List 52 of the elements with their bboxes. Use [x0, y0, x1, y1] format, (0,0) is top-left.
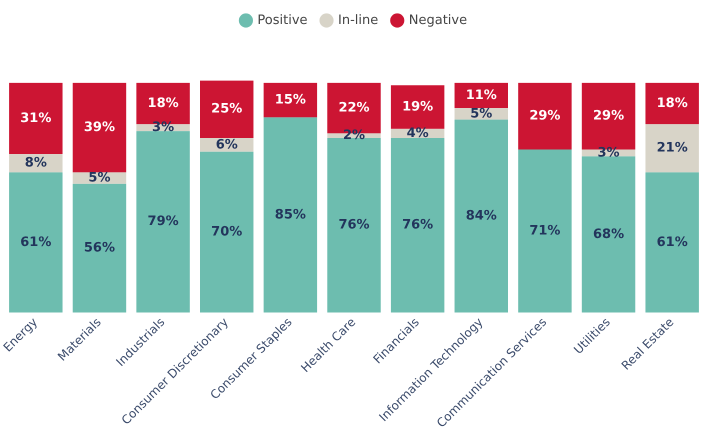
legend-label: Positive	[257, 12, 308, 28]
bar	[327, 138, 381, 312]
data-label: 8%	[24, 156, 47, 171]
legend-label: In-line	[338, 12, 378, 28]
data-label: 61%	[656, 234, 688, 250]
data-label: 25%	[211, 102, 242, 117]
bar	[200, 80, 254, 138]
data-label: 3%	[152, 120, 174, 136]
data-label: 5%	[88, 170, 110, 186]
bar	[645, 172, 699, 312]
data-label: 11%	[466, 88, 497, 103]
bar	[264, 82, 318, 118]
data-label: 79%	[148, 214, 179, 230]
data-label: 18%	[656, 96, 688, 111]
data-label: 39%	[84, 120, 116, 136]
bar	[390, 85, 444, 129]
data-label: 19%	[402, 99, 434, 114]
data-label: 6%	[216, 137, 238, 152]
data-label: 76%	[338, 218, 370, 233]
legend-label: Negative	[408, 12, 468, 28]
bar	[72, 82, 126, 172]
data-label: 31%	[20, 110, 52, 126]
bar	[645, 124, 699, 172]
data-label: 61%	[20, 234, 52, 250]
data-label: 85%	[274, 207, 306, 222]
data-label: 3%	[598, 145, 620, 160]
bar	[390, 138, 444, 312]
bar	[645, 82, 699, 124]
data-label: 68%	[592, 226, 624, 242]
data-label: 56%	[84, 240, 116, 256]
data-label: 15%	[274, 92, 306, 108]
bar	[454, 120, 508, 312]
bar	[518, 82, 572, 150]
data-label: 5%	[470, 106, 492, 122]
data-label: 18%	[148, 96, 179, 111]
data-label: 29%	[529, 108, 560, 124]
data-label: 29%	[592, 108, 624, 124]
data-label: 71%	[529, 223, 560, 238]
bar	[582, 156, 636, 312]
bar	[9, 82, 63, 154]
data-label: 76%	[402, 218, 434, 233]
data-label: 70%	[211, 224, 242, 240]
bar	[518, 149, 572, 312]
bar	[9, 172, 63, 312]
data-label: 22%	[338, 100, 370, 116]
bar	[72, 184, 126, 312]
bar	[200, 152, 254, 312]
bar	[264, 117, 318, 312]
data-label: 84%	[466, 208, 497, 224]
bar	[136, 131, 190, 312]
data-label: 21%	[656, 140, 688, 156]
data-label: 4%	[406, 126, 429, 141]
